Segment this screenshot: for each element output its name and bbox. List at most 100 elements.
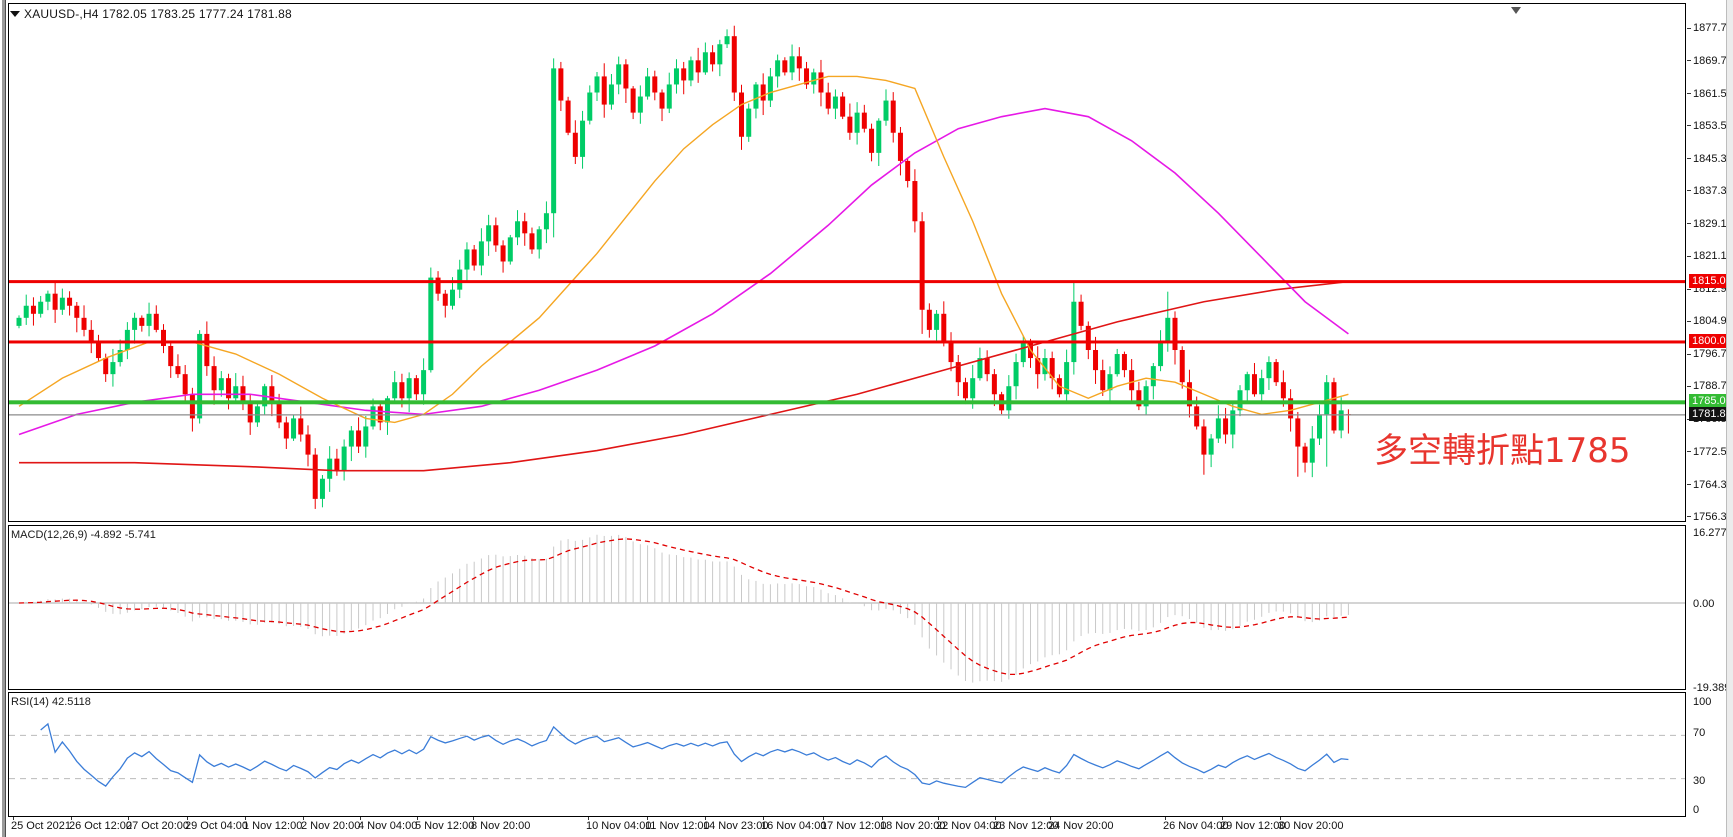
time-tick-mark <box>938 817 939 820</box>
time-tick-mark <box>1280 817 1281 820</box>
time-tick-label: 29 Oct 04:00 <box>185 820 248 832</box>
price-axis[interactable]: 1877.70 1869.70 1861.50 1853.50 1845.30 1837.… <box>1687 0 1733 817</box>
time-tick-mark <box>882 817 883 820</box>
price-tick-mark <box>1687 27 1691 29</box>
price-tick-mark <box>1687 223 1691 225</box>
time-tick-mark <box>705 817 706 820</box>
horizontal-level-line <box>9 280 1685 284</box>
price-tick-mark <box>1687 158 1691 160</box>
macd-axis-label: -19.389 <box>1693 682 1731 694</box>
price-tick-mark <box>1687 255 1691 257</box>
time-tick-label: 27 Oct 20:00 <box>126 820 189 832</box>
rsi-axis-label: 30 <box>1693 775 1706 787</box>
price-tick-mark <box>1687 484 1691 486</box>
time-tick-mark <box>1165 817 1166 820</box>
price-tick-label: 1869.70 <box>1693 54 1733 67</box>
rsi-chart[interactable] <box>9 693 1685 816</box>
time-tick-label: 23 Nov 12:00 <box>993 820 1059 832</box>
current-price-badge: 1781.88 <box>1689 406 1733 421</box>
rsi-axis-label: 0 <box>1693 804 1700 816</box>
time-tick-label: 11 Nov 12:00 <box>645 820 710 832</box>
price-tick-mark <box>1687 451 1691 453</box>
price-tick-label: 1861.50 <box>1693 87 1733 100</box>
price-tick-mark <box>1687 385 1691 387</box>
price-tick-label: 1877.70 <box>1693 22 1733 35</box>
time-axis[interactable]: 25 Oct 2021 26 Oct 12:00 27 Oct 20:00 29 Oc… <box>8 817 1686 837</box>
price-tick-label: 1772.50 <box>1693 445 1733 458</box>
time-tick-label: 17 Nov 12:00 <box>821 820 887 832</box>
price-tick-label: 1853.50 <box>1693 119 1733 132</box>
price-tick-label: 1788.70 <box>1693 380 1733 393</box>
time-tick-mark <box>995 817 996 820</box>
macd-panel[interactable] <box>8 525 1686 690</box>
macd-axis-label: 16.277 <box>1693 527 1727 539</box>
time-tick-mark <box>647 817 648 820</box>
time-tick-label: 10 Nov 04:00 <box>586 820 652 832</box>
chart-title-quote: XAUUSD-,H4 1782.05 1783.25 1777.24 1781.… <box>24 7 292 21</box>
price-tick-label: 1756.30 <box>1693 510 1733 523</box>
price-tick-label: 1837.30 <box>1693 184 1733 197</box>
price-tick-label: 1796.70 <box>1693 348 1733 361</box>
time-tick-mark <box>473 817 474 820</box>
rsi-axis-label: 100 <box>1693 696 1712 708</box>
price-tick-label: 1821.10 <box>1693 250 1733 263</box>
time-tick-mark <box>245 817 246 820</box>
level-price-badge: 1815.00 <box>1689 273 1733 288</box>
chart-dropdown-icon[interactable] <box>10 11 20 17</box>
time-tick-mark <box>823 817 824 820</box>
macd-axis-label: 0.00 <box>1693 598 1715 610</box>
time-tick-mark <box>763 817 764 820</box>
macd-indicator-label: MACD(12,26,9) -4.892 -5.741 <box>11 529 156 541</box>
level-price-badge: 1800.00 <box>1689 333 1733 348</box>
horizontal-level-line <box>9 400 1685 405</box>
window-left-edge <box>2 0 6 837</box>
rsi-axis-label: 70 <box>1693 727 1706 739</box>
time-tick-mark <box>303 817 304 820</box>
time-tick-mark <box>71 817 72 820</box>
time-tick-label: 26 Nov 04:00 <box>1163 820 1229 832</box>
time-tick-label: 22 Nov 04:00 <box>936 820 1002 832</box>
chinese-annotation: 多空轉折點1785 <box>1374 431 1631 471</box>
time-tick-label: 24 Nov 20:00 <box>1048 820 1114 832</box>
time-tick-label: 25 Oct 2021 <box>11 820 71 832</box>
right-scroll-strip[interactable] <box>1726 0 1733 837</box>
time-tick-label: 5 Nov 12:00 <box>415 820 475 832</box>
chart-shift-marker-icon[interactable] <box>1511 7 1521 14</box>
time-tick-mark <box>187 817 188 820</box>
price-tick-label: 1804.90 <box>1693 315 1733 328</box>
time-tick-label: 18 Nov 20:00 <box>880 820 946 832</box>
level-price-badge: 1785.00 <box>1689 394 1733 409</box>
time-tick-label: 29 Nov 12:00 <box>1220 820 1286 832</box>
time-tick-mark <box>128 817 129 820</box>
horizontal-level-line <box>9 340 1685 344</box>
price-tick-mark <box>1687 60 1691 62</box>
price-tick-mark <box>1687 93 1691 95</box>
time-tick-mark <box>1222 817 1223 820</box>
time-tick-label: 16 Nov 04:00 <box>761 820 827 832</box>
price-chart-panel[interactable] <box>8 3 1686 522</box>
time-tick-label: 30 Nov 20:00 <box>1278 820 1344 832</box>
time-tick-mark <box>13 817 14 820</box>
price-tick-mark <box>1687 190 1691 192</box>
rsi-panel[interactable] <box>8 692 1686 817</box>
time-tick-mark <box>588 817 589 820</box>
time-tick-label: 2 Nov 20:00 <box>301 820 361 832</box>
time-tick-mark <box>360 817 361 820</box>
price-tick-mark <box>1687 125 1691 127</box>
price-tick-mark <box>1687 516 1691 518</box>
price-tick-label: 1764.30 <box>1693 478 1733 491</box>
candlestick-chart[interactable] <box>9 4 1685 521</box>
time-tick-label: 14 Nov 23:00 <box>703 820 769 832</box>
time-tick-mark <box>417 817 418 820</box>
price-tick-mark <box>1687 353 1691 355</box>
time-tick-mark <box>1050 817 1051 820</box>
price-tick-label: 1829.10 <box>1693 217 1733 230</box>
price-tick-mark <box>1687 288 1691 290</box>
price-tick-label: 1845.30 <box>1693 152 1733 165</box>
time-tick-label: 8 Nov 20:00 <box>471 820 531 832</box>
macd-chart[interactable] <box>9 526 1685 689</box>
rsi-indicator-label: RSI(14) 42.5118 <box>11 696 91 708</box>
time-tick-label: 4 Nov 04:00 <box>358 820 418 832</box>
price-tick-mark <box>1687 320 1691 322</box>
